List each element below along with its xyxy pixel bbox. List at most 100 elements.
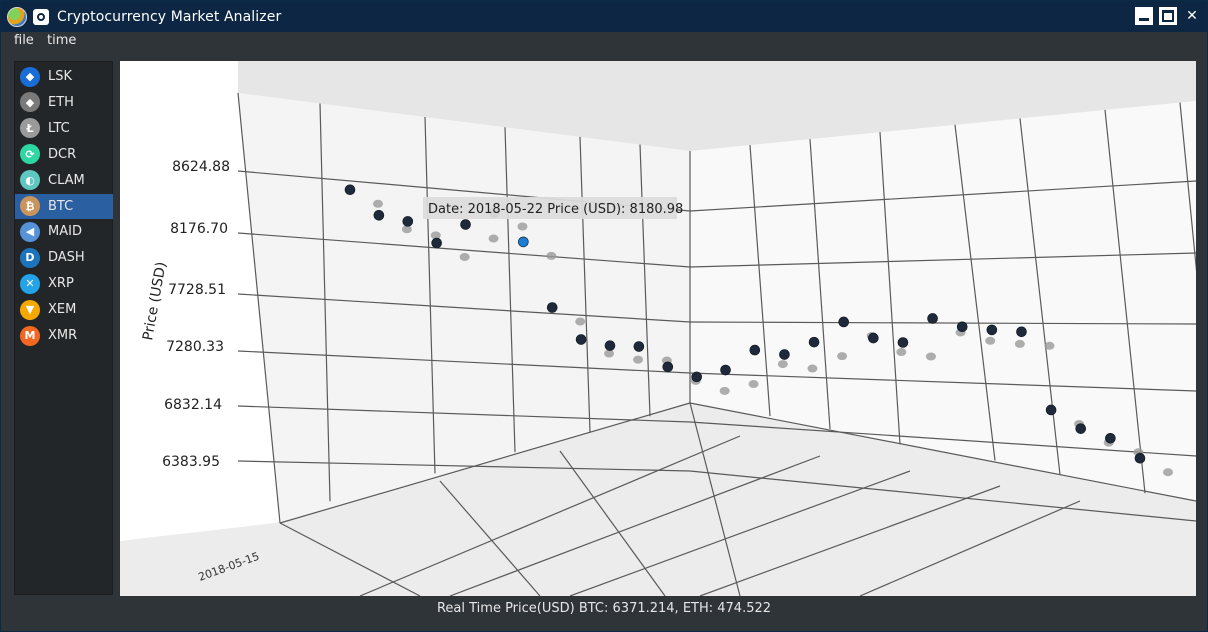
grid-line-right-vertical: [879, 132, 901, 445]
coin-list: ◆ LSK ◆ ETH Ł LTC ⟳ DCR ◐ CLAM ₿ BTC ◀ MAID D DASH ✕ XRP ▼…: [14, 61, 113, 595]
grid-line-left-vertical: [504, 127, 516, 453]
data-point[interactable]: [1045, 404, 1057, 416]
data-point[interactable]: [1105, 432, 1116, 444]
data-point[interactable]: [720, 364, 731, 376]
dash-icon: D: [20, 247, 40, 268]
data-point[interactable]: [604, 340, 616, 351]
monero-icon: M: [20, 325, 40, 346]
coin-item-eth[interactable]: ◆ ETH: [15, 90, 113, 115]
data-point[interactable]: [402, 216, 414, 227]
point-shadow: [985, 336, 996, 345]
data-point[interactable]: [633, 341, 645, 352]
coin-item-lsk[interactable]: ◆ LSK: [15, 64, 113, 89]
grid-line-right-horizontal: [689, 470, 1197, 522]
grid-line-floor: [279, 402, 691, 524]
decred-icon: ⟳: [20, 144, 40, 165]
point-tooltip: Date: 2018-05-22 Price (USD): 8180.98: [423, 197, 683, 219]
data-point[interactable]: [575, 334, 587, 345]
point-shadow: [1163, 468, 1173, 477]
grid-line-right-horizontal: [689, 252, 1197, 268]
data-point[interactable]: [691, 371, 702, 383]
plot-right-wall: [690, 101, 1196, 501]
grid-line-floor: [689, 402, 741, 597]
point-shadow: [807, 364, 818, 373]
coin-item-clam[interactable]: ◐ CLAM: [15, 168, 113, 193]
grid-line-floor: [449, 455, 821, 597]
y-axis-ticks: 8624.88 8176.70 7728.51 7280.33 6832.14 6383.…: [162, 159, 230, 470]
data-point[interactable]: [662, 361, 674, 373]
menu-file[interactable]: file: [14, 33, 34, 48]
data-point[interactable]: [897, 337, 909, 348]
coin-item-label: LSK: [48, 69, 73, 84]
plot-floor: [120, 403, 1196, 596]
coin-item-maid[interactable]: ◀ MAID: [15, 219, 113, 244]
point-shadow: [373, 199, 383, 208]
grid-line-right-vertical: [954, 124, 996, 461]
point-shadow: [719, 386, 730, 395]
grid-line-left-horizontal: [237, 460, 691, 472]
coin-item-dcr[interactable]: ⟳ DCR: [15, 142, 113, 167]
close-button[interactable]: ✕: [1186, 8, 1198, 24]
data-point[interactable]: [868, 332, 879, 344]
ethereum-icon: ◆: [20, 92, 40, 113]
data-point[interactable]: [431, 237, 442, 249]
coin-item-dash[interactable]: D DASH: [15, 245, 113, 270]
clam-icon: ◐: [20, 170, 40, 191]
grid-line-right-horizontal: [689, 180, 1197, 212]
coin-item-xem[interactable]: ▼ XEM: [15, 297, 113, 322]
plot-grid: [237, 92, 1208, 597]
coin-item-label: XMR: [48, 328, 78, 343]
coin-item-xrp[interactable]: ✕ XRP: [15, 271, 113, 296]
window-menu-icon[interactable]: [33, 8, 49, 25]
data-point[interactable]: [1075, 423, 1087, 434]
grid-line-right-vertical: [749, 145, 771, 417]
data-point[interactable]: [986, 324, 998, 336]
coin-item-label: LTC: [48, 120, 70, 136]
point-shadow: [430, 231, 441, 240]
grid-line-left-horizontal: [237, 293, 691, 323]
point-shadow: [459, 253, 470, 262]
point-shadow: [604, 349, 615, 358]
grid-line-floor: [689, 402, 1197, 502]
ripple-icon: ✕: [20, 273, 40, 294]
window-title: Cryptocurrency Market Analizer: [57, 8, 282, 25]
point-shadow: [748, 380, 759, 389]
data-point[interactable]: [546, 302, 558, 313]
grid-line-left-vertical: [424, 116, 436, 474]
grid-line-left-vertical: [237, 92, 281, 524]
y-tick-label: 8624.88: [172, 159, 230, 175]
data-point[interactable]: [956, 321, 968, 333]
title-bar: Cryptocurrency Market Analizer ✕: [1, 1, 1207, 32]
coin-item-label: BTC: [48, 198, 74, 214]
grid-line-left-horizontal: [237, 405, 691, 423]
data-point[interactable]: [1016, 326, 1027, 338]
y-tick-label: 7728.51: [168, 282, 226, 298]
y-tick-label: 8176.70: [170, 221, 228, 237]
data-point[interactable]: [808, 336, 820, 348]
menu-time[interactable]: time: [47, 33, 77, 48]
data-point[interactable]: [927, 313, 938, 324]
data-point[interactable]: [1134, 452, 1146, 464]
data-point[interactable]: [344, 184, 356, 196]
coin-item-label: XRP: [48, 276, 74, 292]
coin-item-xmr[interactable]: M XMR: [15, 323, 113, 348]
scatter-3d-plot[interactable]: 8624.88 8176.70 7728.51 7280.33 6832.14 6383.…: [120, 61, 1208, 597]
data-point[interactable]: [460, 219, 471, 230]
coin-item-btc[interactable]: ₿ BTC: [15, 193, 113, 219]
data-point[interactable]: [373, 209, 385, 221]
data-point[interactable]: [838, 316, 850, 328]
point-shadow: [401, 225, 412, 234]
point-shadow: [1014, 339, 1025, 348]
coin-item-ltc[interactable]: Ł LTC: [15, 116, 113, 141]
lisk-icon: ◆: [20, 66, 40, 87]
coin-item-label: DCR: [48, 146, 77, 162]
grid-line-right-vertical: [1019, 118, 1061, 475]
point-shadow: [777, 360, 788, 369]
maximize-button[interactable]: [1159, 7, 1177, 25]
data-point[interactable]: [749, 344, 761, 356]
minimize-button[interactable]: [1135, 7, 1153, 25]
grid-line-left-horizontal: [237, 350, 691, 374]
highlighted-data-point[interactable]: [518, 236, 529, 248]
data-point[interactable]: [779, 349, 790, 360]
